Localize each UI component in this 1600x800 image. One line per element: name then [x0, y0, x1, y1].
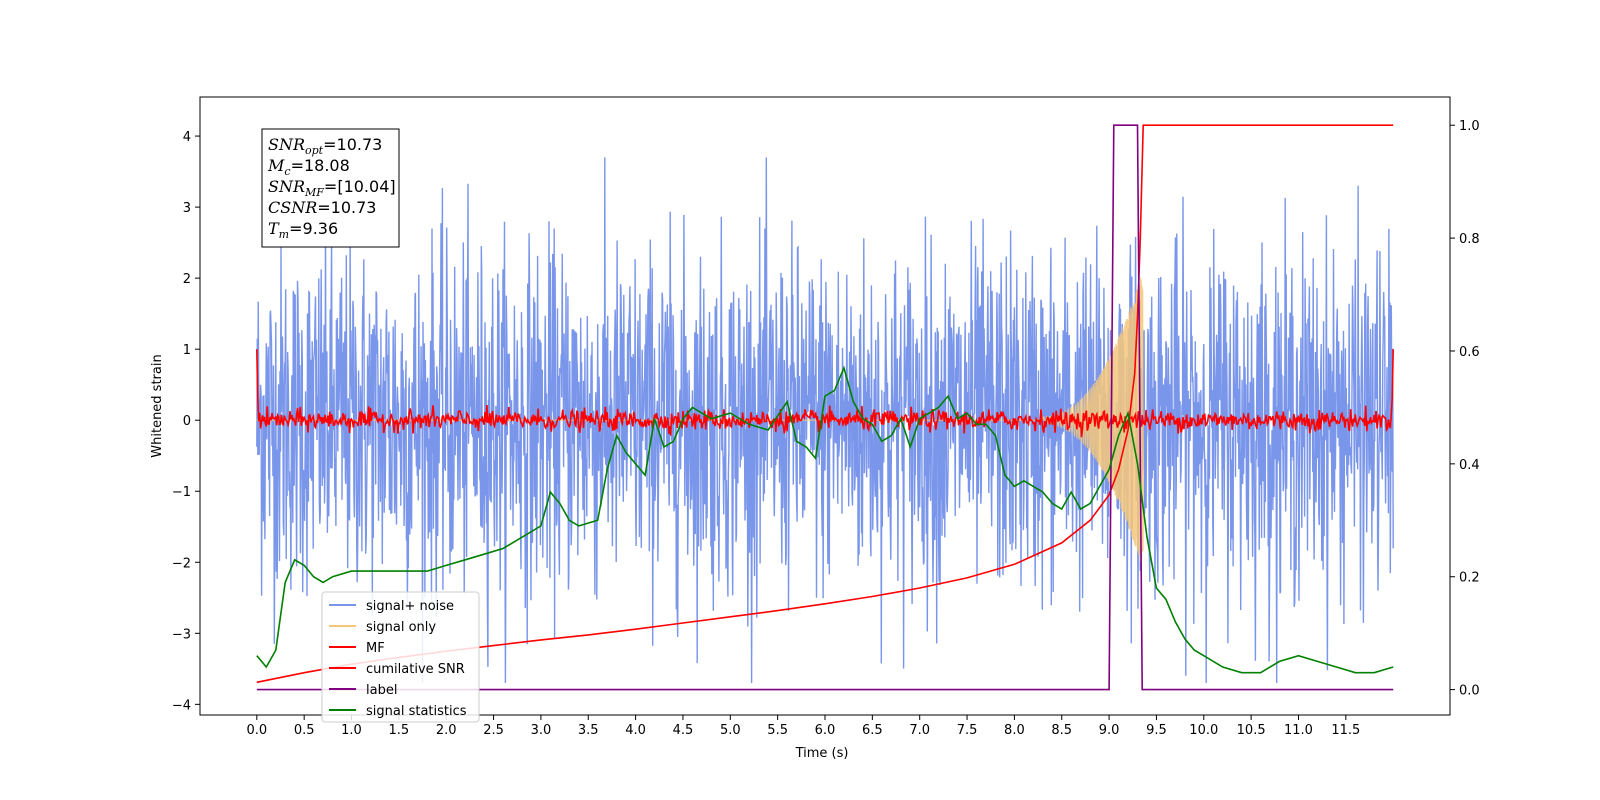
- legend-entry: cumilative SNR: [366, 662, 465, 677]
- legend-frame: [321, 591, 480, 723]
- annotation-value: =9.36: [289, 219, 338, 238]
- annotation-subscript: m: [279, 228, 289, 241]
- annotation-value: =10.73: [317, 198, 376, 217]
- y-tick-label-right: 0.6: [1459, 345, 1480, 360]
- x-tick-label: 7.0: [909, 723, 930, 738]
- x-axis-label: Time (s): [795, 746, 849, 761]
- x-tick-label: 3.5: [578, 723, 599, 738]
- annotation-symbol: SNR: [268, 177, 305, 196]
- axes: 0.0 0.5 1.0 1.5 2.0 2.5 3.0 3.5 4.0 4.5 5.0 5.5 6.0 6…: [172, 119, 1480, 738]
- x-tick-label: 5.5: [767, 723, 788, 738]
- x-tick-label: 1.0: [341, 723, 362, 738]
- x-tick-label: 4.5: [673, 723, 694, 738]
- x-tick-label: 4.0: [625, 723, 646, 738]
- x-tick-label: 10.0: [1189, 723, 1218, 738]
- annotation-subscript: opt: [305, 144, 324, 157]
- x-tick-label: 1.5: [389, 723, 410, 738]
- annotation-subscript: c: [284, 165, 290, 178]
- x-tick-label: 2.5: [483, 723, 504, 738]
- legend-entry: MF: [366, 641, 385, 656]
- annotation-line: SNRMF=[10.04]: [268, 177, 396, 199]
- annotation-value: =[10.04]: [324, 177, 396, 196]
- y-axis-label: Whitened strain: [150, 354, 165, 457]
- x-tick-label: 5.0: [720, 723, 741, 738]
- y-tick-label-right: 0.8: [1459, 232, 1480, 247]
- x-tick-label: 8.5: [1051, 723, 1072, 738]
- annotation-frame: [261, 128, 400, 248]
- x-tick-label: 11.5: [1331, 723, 1360, 738]
- y-tick-label-left: −2: [172, 556, 191, 571]
- annotation-line: Tm=9.36: [268, 219, 338, 241]
- x-tick-label: 0.0: [246, 723, 267, 738]
- annotation-subscript: MF: [304, 186, 324, 199]
- legend-entry: label: [366, 683, 397, 698]
- y-tick-label-left: 2: [183, 272, 191, 287]
- annotation-symbol: CSNR: [268, 198, 317, 217]
- series-mf: [256, 349, 1394, 438]
- annotation-value: =18.08: [291, 156, 350, 175]
- y-tick-label-left: 3: [183, 201, 191, 216]
- x-tick-label: 2.0: [436, 723, 457, 738]
- y-tick-label-left: −1: [172, 485, 191, 500]
- y-tick-label-right: 1.0: [1459, 119, 1480, 134]
- series-signal-statistics: [256, 365, 1394, 674]
- annotation-line: Mc=18.08: [267, 156, 350, 178]
- x-tick-label: 9.5: [1146, 723, 1167, 738]
- y-tick-label-right: 0.0: [1459, 684, 1480, 699]
- x-tick-label: 6.5: [862, 723, 883, 738]
- annotation-symbol: T: [268, 219, 280, 238]
- y-tick-label-left: 0: [183, 414, 191, 429]
- x-tick-label: 0.5: [294, 723, 315, 738]
- y-tick-label-left: 4: [183, 130, 191, 145]
- y-tick-label-left: 1: [183, 343, 191, 358]
- x-tick-label: 10.5: [1237, 723, 1266, 738]
- x-tick-label: 9.0: [1099, 723, 1120, 738]
- annotation-symbol: M: [267, 156, 285, 175]
- annotation-symbol: SNR: [268, 135, 305, 154]
- x-tick-label: 6.0: [815, 723, 836, 738]
- y-tick-label-right: 0.2: [1459, 571, 1480, 586]
- x-tick-label: 7.5: [957, 723, 978, 738]
- y-tick-label-left: −3: [172, 627, 191, 642]
- x-tick-label: 3.0: [531, 723, 552, 738]
- y-tick-label-right: 0.4: [1459, 458, 1480, 473]
- legend-entry: signal statistics: [366, 704, 467, 719]
- series-label: [256, 124, 1394, 691]
- x-tick-label: 11.0: [1284, 723, 1313, 738]
- legend-entry: signal+ noise: [366, 599, 454, 614]
- y-tick-label-left: −4: [172, 698, 191, 713]
- series-signal-only: [256, 277, 1144, 563]
- legend: signal+ noise signal only MF cumilative SNR…: [321, 591, 480, 723]
- legend-entry: signal only: [366, 620, 436, 635]
- annotation-box: SNRopt=10.73Mc=18.08SNRMF=[10.04]CSNR=10…: [261, 128, 400, 248]
- x-tick-label: 8.0: [1004, 723, 1025, 738]
- annotation-line: CSNR=10.73: [268, 198, 376, 217]
- annotation-value: =10.73: [323, 135, 382, 154]
- series-signal-noise: [256, 157, 1394, 684]
- annotation-line: SNRopt=10.73: [268, 135, 382, 157]
